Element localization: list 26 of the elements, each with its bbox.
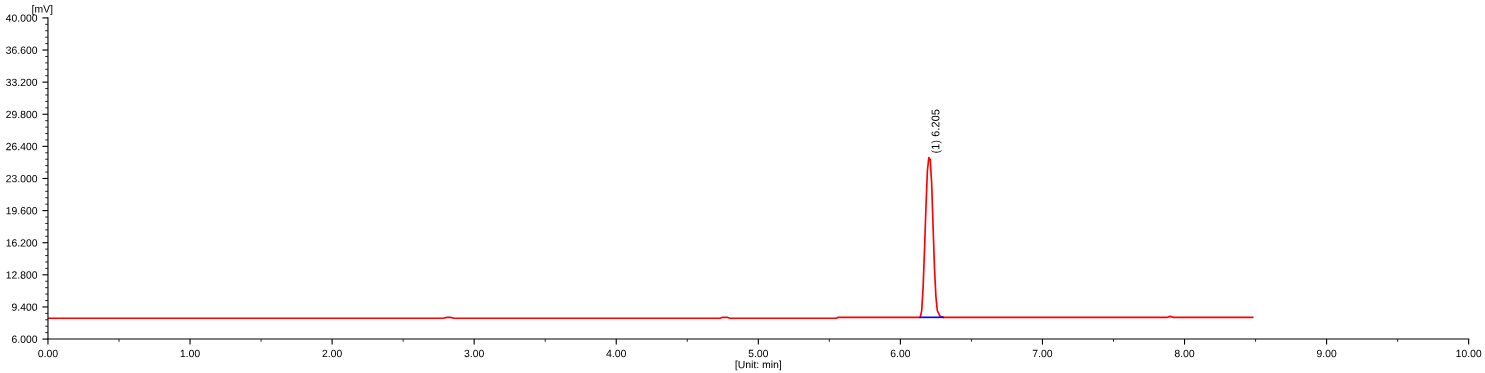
y-tick-label: 29.800: [6, 110, 38, 119]
x-tick-label: 7.00: [1032, 349, 1053, 358]
x-tick-label: 6.00: [890, 349, 911, 358]
line-series: [47, 156, 1254, 320]
y-tick-label: 16.200: [6, 239, 38, 247]
y-tick-label: 33.200: [6, 78, 38, 87]
y-tick-label: 26.400: [6, 142, 38, 151]
y-tick-label: 12.800: [6, 271, 38, 279]
annotation: (1) 6.205: [931, 109, 942, 153]
y-tick-label: 36.600: [6, 46, 38, 54]
y-tick-label: 40.000: [5, 14, 38, 22]
y-axis-title: [mV]: [32, 4, 53, 15]
x-tick-label: 10.00: [1456, 349, 1482, 358]
x-tick-label: 1.00: [180, 349, 200, 358]
x-tick-label: 5.00: [748, 349, 769, 358]
x-tick-label: 2.00: [322, 349, 342, 358]
y-tick-label: 9.400: [11, 303, 38, 311]
y-tick-label: 19.600: [6, 207, 38, 215]
x-tick-label: 3.00: [464, 349, 484, 358]
y-tick-label: 6.000: [12, 335, 38, 343]
x-axis-title: [Unit: min]: [735, 360, 782, 371]
x-tick-label: 4.00: [606, 349, 626, 358]
y-tick-label: 23.000: [6, 174, 38, 183]
x-tick-label: 0.00: [38, 349, 58, 358]
x-tick-label: 9.00: [1316, 349, 1337, 358]
x-tick-label: 8.00: [1174, 349, 1195, 358]
